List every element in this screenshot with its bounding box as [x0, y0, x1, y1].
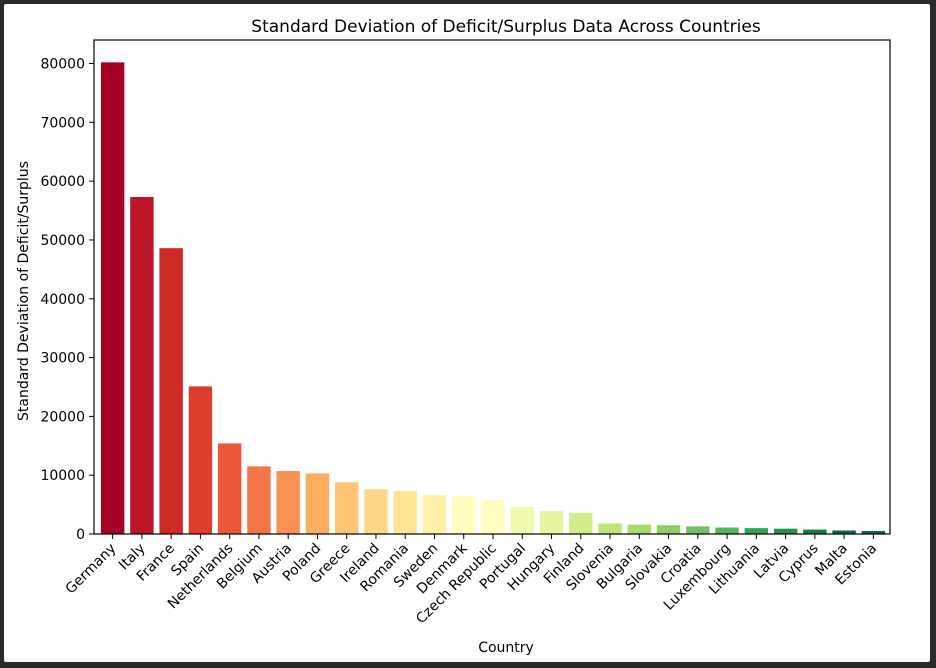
bar [861, 531, 886, 534]
bar [598, 523, 622, 534]
bar [130, 197, 154, 534]
bar [100, 62, 125, 534]
x-axis-label: Country [478, 640, 534, 656]
bar [481, 499, 505, 534]
bar [217, 443, 242, 534]
bar [393, 491, 417, 534]
y-tick-label: 0 [76, 527, 85, 543]
bar [159, 248, 183, 534]
y-axis-label: Standard Deviation of Deficit/Surplus [16, 161, 32, 421]
chart-frame: Standard Deviation of Deficit/Surplus Da… [4, 4, 930, 662]
y-tick-label: 60000 [40, 174, 85, 190]
bar [803, 529, 827, 534]
bar [276, 471, 300, 534]
y-tick-label: 70000 [40, 115, 85, 131]
bar [715, 527, 739, 534]
bar [247, 466, 271, 534]
bar [510, 506, 534, 534]
bar [627, 524, 651, 534]
bar [364, 489, 388, 534]
y-tick-label: 10000 [40, 468, 85, 484]
plot-area: 0 10000 20000 30000 40000 50000 60000 70000 8000… [40, 39, 891, 627]
bar [569, 512, 593, 534]
bar [539, 511, 564, 534]
bar [422, 495, 447, 534]
plot-border [93, 39, 891, 535]
bar [832, 530, 856, 534]
y-tick-label: 30000 [40, 351, 85, 367]
y-tick-label: 80000 [40, 57, 85, 73]
bar-chart: Standard Deviation of Deficit/Surplus Da… [16, 17, 891, 656]
y-tick-label: 40000 [40, 292, 85, 308]
bar [686, 526, 710, 534]
bar [305, 473, 330, 534]
bar [656, 525, 681, 534]
bar [773, 528, 798, 534]
bar [188, 386, 213, 534]
bar [744, 528, 769, 534]
y-tick-label: 50000 [40, 233, 85, 249]
x-tick-label: Germany [63, 541, 120, 598]
y-tick-label: 20000 [40, 409, 85, 425]
bar [335, 482, 359, 534]
bar [452, 495, 476, 534]
chart-title: Standard Deviation of Deficit/Surplus Da… [251, 17, 761, 37]
